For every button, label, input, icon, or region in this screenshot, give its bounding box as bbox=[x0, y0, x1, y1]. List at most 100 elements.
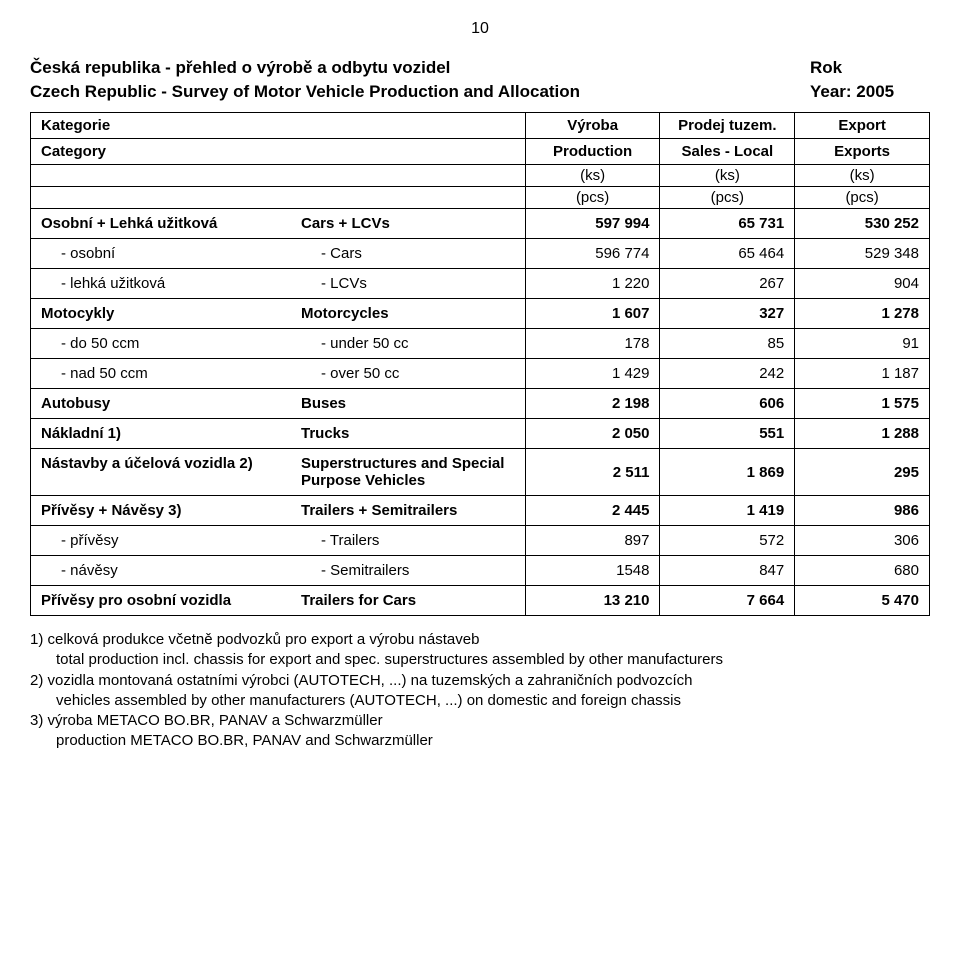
rok-label: Rok bbox=[810, 58, 930, 78]
hdr-empty2 bbox=[31, 187, 526, 209]
hdr-export: Export bbox=[795, 113, 930, 139]
table-row: - návěsy- Semitrailers1548847680 bbox=[31, 556, 930, 586]
year-label: Year: 2005 bbox=[810, 82, 930, 102]
table-row: Přívěsy pro osobní vozidlaTrailers for C… bbox=[31, 586, 930, 616]
hdr-vyroba: Výroba bbox=[525, 113, 660, 139]
row-label-cz: - do 50 ccm bbox=[31, 329, 311, 358]
row-col-sales: 242 bbox=[660, 359, 795, 389]
row-label-cz: Autobusy bbox=[31, 389, 291, 418]
hdr-exports: Exports bbox=[795, 139, 930, 165]
row-label-cz: - nad 50 ccm bbox=[31, 359, 311, 388]
hdr-pcs-2: (pcs) bbox=[660, 187, 795, 209]
table-row: - do 50 ccm- under 50 cc1788591 bbox=[31, 329, 930, 359]
row-label-cz: Přívěsy pro osobní vozidla bbox=[31, 586, 291, 615]
row-label-en: - Semitrailers bbox=[311, 556, 525, 585]
hdr-kategorie: Kategorie bbox=[31, 113, 526, 139]
row-label-cell: AutobusyBuses bbox=[31, 389, 526, 419]
hdr-sales: Sales - Local bbox=[660, 139, 795, 165]
row-col-exports: 1 575 bbox=[795, 389, 930, 419]
data-table: Kategorie Výroba Prodej tuzem. Export Ca… bbox=[30, 112, 930, 616]
row-col-exports: 530 252 bbox=[795, 209, 930, 239]
hdr-pcs-1: (pcs) bbox=[525, 187, 660, 209]
table-row: - nad 50 ccm- over 50 cc1 4292421 187 bbox=[31, 359, 930, 389]
row-col-sales: 7 664 bbox=[660, 586, 795, 616]
note-2b: vehicles assembled by other manufacturer… bbox=[30, 691, 930, 711]
row-label-cell: - přívěsy- Trailers bbox=[31, 526, 526, 556]
footnotes: 1) celková produkce včetně podvozků pro … bbox=[30, 630, 930, 752]
note-1b: total production incl. chassis for expor… bbox=[30, 650, 930, 670]
row-label-cell: Nástavby a účelová vozidla 2)Superstruct… bbox=[31, 449, 526, 496]
row-col-sales: 327 bbox=[660, 299, 795, 329]
row-label-en: - Trailers bbox=[311, 526, 525, 555]
table-row: - lehká užitková- LCVs1 220267904 bbox=[31, 269, 930, 299]
hdr-production: Production bbox=[525, 139, 660, 165]
row-col-production: 597 994 bbox=[525, 209, 660, 239]
hdr-ks-1: (ks) bbox=[525, 165, 660, 187]
row-label-cz: Motocykly bbox=[31, 299, 291, 328]
row-col-exports: 306 bbox=[795, 526, 930, 556]
row-col-exports: 1 187 bbox=[795, 359, 930, 389]
row-col-exports: 986 bbox=[795, 496, 930, 526]
page-number: 10 bbox=[30, 20, 930, 38]
table-row: Přívěsy + Návěsy 3)Trailers + Semitraile… bbox=[31, 496, 930, 526]
row-label-cell: MotocyklyMotorcycles bbox=[31, 299, 526, 329]
row-col-sales: 572 bbox=[660, 526, 795, 556]
table-row: Osobní + Lehká užitkováCars + LCVs597 99… bbox=[31, 209, 930, 239]
table-row: - osobní- Cars596 77465 464529 348 bbox=[31, 239, 930, 269]
row-label-cz: - přívěsy bbox=[31, 526, 311, 555]
row-label-en: - under 50 cc bbox=[311, 329, 525, 358]
row-col-production: 1 220 bbox=[525, 269, 660, 299]
row-col-production: 2 198 bbox=[525, 389, 660, 419]
row-label-cell: Přívěsy pro osobní vozidlaTrailers for C… bbox=[31, 586, 526, 616]
row-col-exports: 295 bbox=[795, 449, 930, 496]
row-col-sales: 551 bbox=[660, 419, 795, 449]
table-row: AutobusyBuses2 1986061 575 bbox=[31, 389, 930, 419]
row-col-exports: 680 bbox=[795, 556, 930, 586]
row-label-en: Cars + LCVs bbox=[291, 209, 525, 238]
row-label-cell: - návěsy- Semitrailers bbox=[31, 556, 526, 586]
row-col-sales: 65 464 bbox=[660, 239, 795, 269]
note-3a: 3) výroba METACO BO.BR, PANAV a Schwarzm… bbox=[30, 711, 930, 731]
row-label-cell: Nákladní 1)Trucks bbox=[31, 419, 526, 449]
hdr-ks-2: (ks) bbox=[660, 165, 795, 187]
row-col-production: 2 445 bbox=[525, 496, 660, 526]
row-label-en: - Cars bbox=[311, 239, 525, 268]
table-row: - přívěsy- Trailers897572306 bbox=[31, 526, 930, 556]
row-col-production: 2 050 bbox=[525, 419, 660, 449]
row-label-cz: Nástavby a účelová vozidla 2) bbox=[31, 449, 291, 495]
row-label-cz: Nákladní 1) bbox=[31, 419, 291, 448]
row-label-cz: Přívěsy + Návěsy 3) bbox=[31, 496, 291, 525]
row-label-cell: - nad 50 ccm- over 50 cc bbox=[31, 359, 526, 389]
row-col-production: 897 bbox=[525, 526, 660, 556]
title-cz: Česká republika - přehled o výrobě a odb… bbox=[30, 58, 810, 78]
row-col-production: 1548 bbox=[525, 556, 660, 586]
row-col-exports: 904 bbox=[795, 269, 930, 299]
row-label-cz: - lehká užitková bbox=[31, 269, 311, 298]
row-label-en: Trailers + Semitrailers bbox=[291, 496, 525, 525]
hdr-ks-3: (ks) bbox=[795, 165, 930, 187]
title-en: Czech Republic - Survey of Motor Vehicle… bbox=[30, 82, 810, 102]
row-col-production: 13 210 bbox=[525, 586, 660, 616]
row-label-en: Trailers for Cars bbox=[291, 586, 525, 615]
hdr-pcs-3: (pcs) bbox=[795, 187, 930, 209]
row-col-production: 2 511 bbox=[525, 449, 660, 496]
row-label-cz: - návěsy bbox=[31, 556, 311, 585]
row-label-en: Motorcycles bbox=[291, 299, 525, 328]
row-col-sales: 606 bbox=[660, 389, 795, 419]
row-col-sales: 65 731 bbox=[660, 209, 795, 239]
row-label-en: Buses bbox=[291, 389, 525, 418]
row-label-en: - over 50 cc bbox=[311, 359, 525, 388]
row-col-sales: 1 869 bbox=[660, 449, 795, 496]
row-label-en: Trucks bbox=[291, 419, 525, 448]
table-row: Nákladní 1)Trucks2 0505511 288 bbox=[31, 419, 930, 449]
hdr-category: Category bbox=[31, 139, 526, 165]
note-3b: production METACO BO.BR, PANAV and Schwa… bbox=[30, 731, 930, 751]
row-col-exports: 1 288 bbox=[795, 419, 930, 449]
row-label-en: Superstructures and Special Purpose Vehi… bbox=[291, 449, 525, 495]
row-label-cell: Přívěsy + Návěsy 3)Trailers + Semitraile… bbox=[31, 496, 526, 526]
row-label-cell: Osobní + Lehká užitkováCars + LCVs bbox=[31, 209, 526, 239]
note-1a: 1) celková produkce včetně podvozků pro … bbox=[30, 630, 930, 650]
row-col-production: 1 607 bbox=[525, 299, 660, 329]
row-col-production: 1 429 bbox=[525, 359, 660, 389]
row-col-production: 596 774 bbox=[525, 239, 660, 269]
